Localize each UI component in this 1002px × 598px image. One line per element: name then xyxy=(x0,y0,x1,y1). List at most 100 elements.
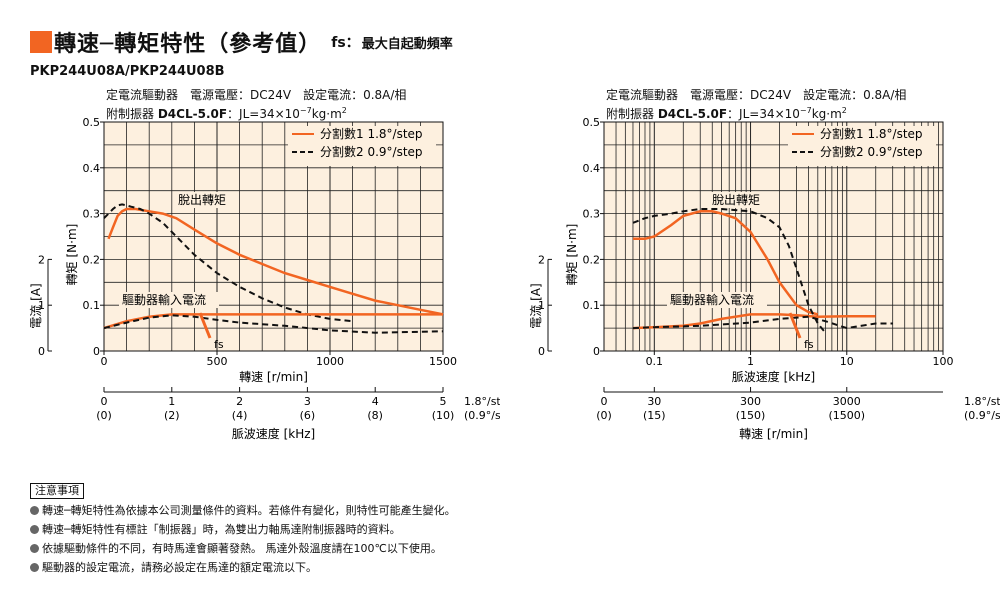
secondary-tick-label: 3 xyxy=(304,395,311,408)
note-text: 依據驅動條件的不同，有時馬達會顯著發熱。 馬達外殼溫度請在100℃以下使用。 xyxy=(42,542,442,555)
plot-frame xyxy=(103,121,444,352)
x-tick-label: 1500 xyxy=(429,355,457,368)
bullet-icon xyxy=(30,563,39,572)
torque-curve-solid xyxy=(107,207,444,316)
current-curve-dashed xyxy=(103,314,444,334)
inertia-unit: kg·m xyxy=(311,107,342,121)
damper-model: D4CL-5.0F xyxy=(657,107,728,121)
model-number: PKP244U08A/PKP244U08B xyxy=(30,64,225,79)
y2-tick-label: 2 xyxy=(538,253,545,266)
damper-prefix: 附制振器 xyxy=(606,107,655,121)
y-tick-label: 0 xyxy=(93,345,100,358)
fs-label: fs xyxy=(804,338,814,351)
driver-current-label: 驅動器輸入電流 xyxy=(670,292,754,307)
x-tick-label: 10 xyxy=(840,355,854,368)
inertia-square: 2 xyxy=(841,106,847,115)
y-tick-label: 0.1 xyxy=(83,299,101,312)
secondary-tick-label: 0 xyxy=(101,395,108,408)
y-tick-label: 0.1 xyxy=(583,299,601,312)
chart-panel-right: 定電流驅動器 電源電壓：DC24V 設定電流：0.8A/相 附制振器 D4CL-… xyxy=(500,78,1002,458)
conditions-left: 定電流驅動器 電源電壓：DC24V 設定電流：0.8A/相 附制振器 D4CL-… xyxy=(106,87,406,122)
y2-tick-label: 1 xyxy=(38,299,45,312)
y-axis-label: 轉矩 [N·m] xyxy=(565,224,579,286)
inertia-square: 2 xyxy=(341,106,347,115)
y-tick-label: 0.4 xyxy=(583,162,601,175)
y-tick-label: 0.2 xyxy=(83,253,101,266)
secondary-unit-sublabel: (0.9°/step) xyxy=(464,409,500,422)
y-axis-label: 轉矩 [N·m] xyxy=(65,224,79,286)
x-axis-label: 轉速 [r/min] xyxy=(239,370,308,384)
chart-left: 0 0.1 0.2 0.3 0.4 0.5 0 1 2 轉矩 [N·m] 電流 [A] 0 500 100… xyxy=(29,116,523,441)
secondary-axis-label: 脈波速度 [kHz] xyxy=(232,426,315,441)
page-title: 轉速─轉矩特性（參考值） xyxy=(54,32,322,57)
y-tick-label: 0.4 xyxy=(83,162,101,175)
secondary-tick-label: 2 xyxy=(236,395,243,408)
heading: 轉速─轉矩特性（參考值） fs： 最大自起動頻率 xyxy=(30,22,453,62)
plot-frame xyxy=(603,121,944,352)
note-item: 轉速─轉矩特性為依據本公司測量條件的資料。若條件有變化，則特性可能產生變化。 xyxy=(30,501,456,520)
secondary-tick-sublabel: (2) xyxy=(164,409,180,422)
legend-label: 分割數2 0.9°/step xyxy=(820,144,923,159)
x-axis-label: 脈波速度 [kHz] xyxy=(732,369,815,384)
y2-axis-label: 電流 [A] xyxy=(29,283,43,328)
conditions-right: 定電流驅動器 電源電壓：DC24V 設定電流：0.8A/相 附制振器 D4CL-… xyxy=(606,87,906,122)
note-text: 轉速─轉矩特性有標註「制振器」時，為雙出力軸馬達附制振器時的資料。 xyxy=(42,523,401,536)
y-tick-label: 0.5 xyxy=(583,116,601,129)
note-item: 依據驅動條件的不同，有時馬達會顯著發熱。 馬達外殼溫度請在100℃以下使用。 xyxy=(30,539,456,558)
fs-label: fs xyxy=(214,338,224,351)
accent-square xyxy=(30,31,52,53)
legend-label: 分割數1 1.8°/step xyxy=(820,126,923,141)
bullet-icon xyxy=(30,544,39,553)
secondary-tick-label: 30 xyxy=(647,395,661,408)
y-tick-label: 0.3 xyxy=(83,208,101,221)
damper-prefix: 附制振器 xyxy=(106,107,155,121)
chart-panel-left: 定電流驅動器 電源電壓：DC24V 設定電流：0.8A/相 附制振器 D4CL-… xyxy=(0,78,523,458)
conditions-line1: 定電流驅動器 電源電壓：DC24V 設定電流：0.8A/相 xyxy=(106,88,407,102)
legend-label: 分割數2 0.9°/step xyxy=(320,144,423,159)
x-tick-label: 1 xyxy=(747,355,754,368)
secondary-tick-sublabel: (10) xyxy=(432,409,455,422)
chart-right: 0 0.1 0.2 0.3 0.4 0.5 0 1 2 轉矩 [N·m] 電流 [A] 0.1 1 10 1… xyxy=(529,116,1002,441)
legend-box xyxy=(788,126,936,166)
inertia-text: ：JL=34×10 xyxy=(227,107,300,121)
conditions-line2: 附制振器 D4CL-5.0F：JL=34×10−7kg·m2 xyxy=(106,103,406,122)
secondary-tick-label: 3000 xyxy=(833,395,861,408)
x-tick-label: 0.1 xyxy=(646,355,664,368)
inertia-text: ：JL=34×10 xyxy=(727,107,800,121)
secondary-tick-sublabel: (6) xyxy=(300,409,316,422)
fs-description: 最大自起動頻率 xyxy=(361,36,453,52)
y2-tick-label: 0 xyxy=(538,345,545,358)
note-text: 轉速─轉矩特性為依據本公司測量條件的資料。若條件有變化，則特性可能產生變化。 xyxy=(42,504,456,517)
current-curve-dashed xyxy=(632,315,893,330)
secondary-tick-sublabel: (4) xyxy=(232,409,248,422)
current-curve-solid xyxy=(103,313,443,330)
fs-abbreviation: fs： xyxy=(331,35,360,51)
fs-marker xyxy=(788,312,802,339)
x-tick-label: 1000 xyxy=(316,355,344,368)
torque-curve-solid xyxy=(633,210,819,316)
annotation-bg xyxy=(175,192,233,208)
y2-axis-label: 電流 [A] xyxy=(529,283,543,328)
secondary-axis-label: 轉速 [r/min] xyxy=(739,427,808,441)
conditions-line2: 附制振器 D4CL-5.0F：JL=34×10−7kg·m2 xyxy=(606,103,906,122)
torque-curve-dashed xyxy=(632,208,827,334)
legend-label: 分割數1 1.8°/step xyxy=(320,126,423,141)
secondary-unit-label: 1.8°/step xyxy=(964,395,1000,408)
notes-section: 注意事項 轉速─轉矩特性為依據本公司測量條件的資料。若條件有變化，則特性可能產生… xyxy=(30,481,456,577)
legend-box xyxy=(288,126,436,166)
secondary-tick-label: 1 xyxy=(168,395,175,408)
fs-marker xyxy=(198,312,212,339)
y-tick-label: 0.5 xyxy=(83,116,101,129)
annotation-bg xyxy=(709,192,767,208)
secondary-tick-label: 5 xyxy=(440,395,447,408)
bullet-icon xyxy=(30,525,39,534)
secondary-tick-sublabel: (0) xyxy=(596,409,612,422)
y2-tick-label: 2 xyxy=(38,253,45,266)
x-tick-label: 0 xyxy=(101,355,108,368)
x-tick-label: 500 xyxy=(207,355,228,368)
secondary-unit-sublabel: (0.9°/step) xyxy=(964,409,1000,422)
y-tick-label: 0.2 xyxy=(583,253,601,266)
note-item: 轉速─轉矩特性有標註「制振器」時，為雙出力軸馬達附制振器時的資料。 xyxy=(30,520,456,539)
secondary-tick-sublabel: (15) xyxy=(643,409,666,422)
notes-title: 注意事項 xyxy=(30,483,84,499)
